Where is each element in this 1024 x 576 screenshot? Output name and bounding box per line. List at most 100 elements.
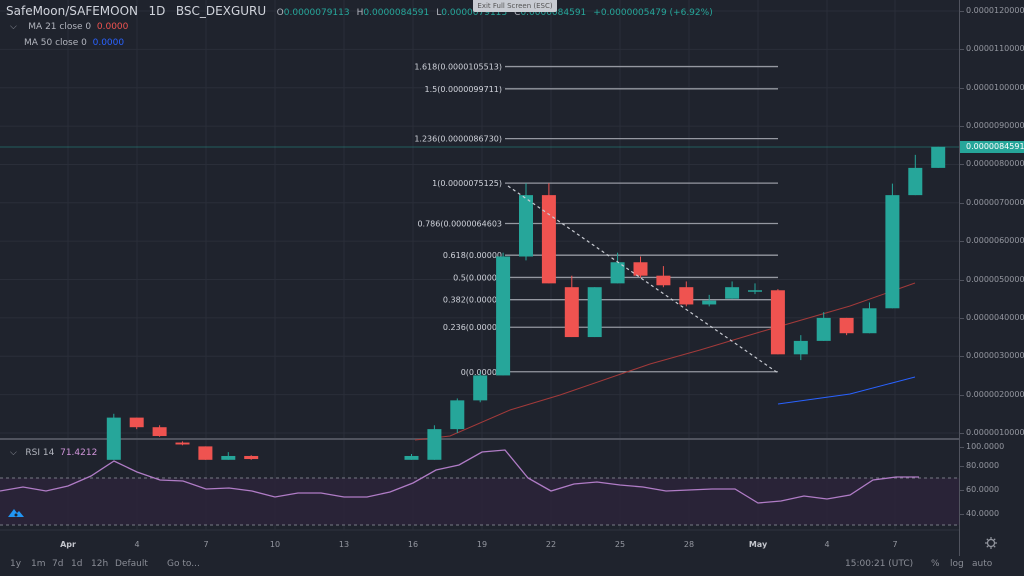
fib-level-label: 0.618(0.00000 xyxy=(443,251,502,260)
ma21-value: 0.0000 xyxy=(96,22,129,32)
utc-clock[interactable]: 15:00:21 (UTC) xyxy=(845,559,914,569)
candle-up xyxy=(702,300,717,305)
candle-up xyxy=(450,400,465,430)
candle-down xyxy=(656,275,671,286)
time-axis-label: 4 xyxy=(824,540,830,549)
symbol-name[interactable]: SafeMoon/SAFEMOON xyxy=(6,4,139,18)
high-label: H xyxy=(356,8,364,18)
range-12h[interactable]: 12h xyxy=(91,559,109,569)
trend-dashed-line xyxy=(507,185,779,374)
fib-level-label: 0(0.00000 xyxy=(461,368,502,377)
time-axis-label: 25 xyxy=(614,540,626,549)
fib-level-label: 1(0.0000075125) xyxy=(432,179,502,188)
candle-up xyxy=(496,256,511,376)
range-1y[interactable]: 1y xyxy=(10,559,22,569)
range-1m[interactable]: 1m xyxy=(31,559,46,569)
time-axis-label: 7 xyxy=(892,540,898,549)
fib-level-label: 0.5(0.00000 xyxy=(453,273,502,282)
open-label: O xyxy=(276,8,284,18)
exchange: BSC_DEXGURU xyxy=(175,4,267,18)
open-value: 0.0000079113 xyxy=(283,8,350,18)
candle-up xyxy=(885,195,900,309)
chevron-down-icon[interactable]: ⌵ xyxy=(10,22,17,32)
time-axis-label: May xyxy=(748,540,768,549)
price-axis[interactable]: 0.0000120000 0.0000110000 0.0000100000 0.00… xyxy=(959,0,1024,556)
candle-up xyxy=(610,262,625,284)
low-value: 0.0000079113 xyxy=(441,8,508,18)
price-axis-label: 0.0000110000 xyxy=(960,44,1024,54)
range-default[interactable]: Default xyxy=(115,559,148,569)
candle-up xyxy=(908,167,923,196)
rsi-line xyxy=(0,449,919,504)
fib-level-label: 1.5(0.0000099711) xyxy=(425,85,503,94)
ma50-value: 0.0000 xyxy=(92,38,125,48)
price-axis-label: 0.0000080000 xyxy=(960,159,1024,169)
symbol-legend: SafeMoon/SAFEMOON 1D BSC_DEXGURU O0.0000… xyxy=(6,4,713,18)
candle-up xyxy=(587,287,602,338)
ma21-label: MA 21 close 0 xyxy=(28,22,92,32)
candle-up xyxy=(816,317,831,341)
price-axis-label: 0.0000040000 xyxy=(960,312,1024,322)
rsi-legend[interactable]: ⌵ RSI 14 71.4212 xyxy=(10,448,97,458)
chart-canvas[interactable]: 1.618(0.0000105513) 1.5(0.0000099711) 1.23… xyxy=(0,0,960,556)
fib-level-label: 1.618(0.0000105513) xyxy=(414,63,502,72)
current-price-badge: 0.0000084591 xyxy=(960,141,1024,153)
price-axis-label: 0.0000050000 xyxy=(960,274,1024,284)
candle-up xyxy=(748,290,762,292)
candle-down xyxy=(770,290,785,355)
candle-down xyxy=(839,317,854,334)
rsi-axis-label: 100.0000 xyxy=(959,442,1005,451)
fib-level-label: 0.236(0.00000 xyxy=(443,323,502,332)
price-axis-label: 0.0000030000 xyxy=(960,351,1024,361)
candle-up xyxy=(106,417,121,460)
exit-fullscreen-tooltip: Exit Full Screen (ESC) xyxy=(473,0,557,12)
rsi-label: RSI 14 xyxy=(25,448,55,458)
rsi-axis-label: 80.0000 xyxy=(959,461,1000,470)
high-value: 0.0000084591 xyxy=(363,8,430,18)
time-axis-label: 22 xyxy=(545,540,557,549)
candle-down xyxy=(129,417,144,428)
auto-toggle[interactable]: auto xyxy=(972,559,993,569)
candle-down xyxy=(679,287,694,305)
range-7d[interactable]: 7d xyxy=(52,559,64,569)
price-axis-label: 0.0000060000 xyxy=(960,236,1024,246)
bottom-toolbar: 1y 1m 7d 1d 12h Default Go to... 15:00:2… xyxy=(0,556,1024,576)
price-axis-label: 0.0000010000 xyxy=(960,427,1024,437)
fib-level-label: 1.236(0.0000086730) xyxy=(414,135,502,144)
candle-up xyxy=(473,375,488,401)
candle-down xyxy=(152,427,167,437)
price-axis-label: 0.0000090000 xyxy=(960,121,1024,131)
gear-icon[interactable] xyxy=(984,536,998,550)
time-axis-label: 19 xyxy=(476,540,488,549)
range-1d[interactable]: 1d xyxy=(71,559,83,569)
candle-down xyxy=(541,195,556,284)
rsi-axis-label: 40.0000 xyxy=(959,509,1000,518)
ma21-legend[interactable]: ⌵ MA 21 close 0 0.0000 xyxy=(10,22,128,32)
time-axis-label: 28 xyxy=(683,540,695,549)
candle-down xyxy=(198,446,213,460)
chevron-down-icon[interactable]: ⌵ xyxy=(10,448,17,458)
ma50-line xyxy=(777,376,916,405)
fib-level-label: 0.382(0.00000 xyxy=(443,296,502,305)
price-axis-label: 0.0000120000 xyxy=(960,6,1024,15)
log-toggle[interactable]: log xyxy=(950,559,964,569)
interval[interactable]: 1D xyxy=(148,4,166,18)
low-label: L xyxy=(436,8,442,18)
candle-up xyxy=(725,287,740,299)
time-axis-label: 10 xyxy=(269,540,281,549)
fib-level-label: 0.786(0.0000064603 xyxy=(417,220,502,229)
ma50-label: MA 50 close 0 xyxy=(24,38,87,48)
candle-down xyxy=(244,455,259,460)
tradingview-logo-icon[interactable] xyxy=(7,505,25,519)
price-axis-label: 0.0000020000 xyxy=(960,389,1024,399)
time-axis-label: Apr xyxy=(60,540,76,549)
rsi-band xyxy=(0,478,960,525)
candle-down xyxy=(633,262,648,276)
ma50-legend[interactable]: MA 50 close 0 0.0000 xyxy=(24,38,124,48)
goto-button[interactable]: Go to... xyxy=(167,559,200,569)
candle-up xyxy=(931,146,946,168)
rsi-axis-label: 60.0000 xyxy=(959,485,1000,494)
percent-toggle[interactable]: % xyxy=(931,559,940,569)
candle-up xyxy=(427,429,442,460)
